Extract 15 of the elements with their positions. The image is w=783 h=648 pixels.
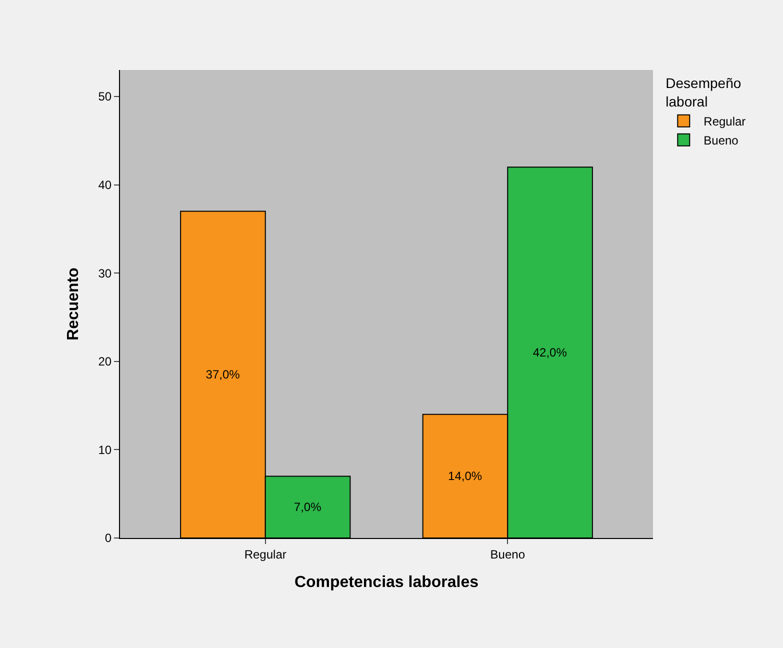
legend-title: Desempeño laboral: [666, 75, 742, 110]
y-tick-label: 10: [98, 442, 112, 457]
y-tick-label: 20: [98, 354, 112, 369]
y-tick-label: 30: [98, 266, 112, 280]
data-label: 7,0%: [294, 500, 322, 514]
y-tick-label: 40: [98, 178, 112, 192]
y-tick-label: 0: [104, 531, 112, 546]
y-axis-title: Recuento: [65, 267, 82, 340]
data-label: 42,0%: [532, 346, 568, 360]
legend-label: Bueno: [704, 134, 739, 148]
x-axis-title: Competencias laborales: [294, 574, 479, 592]
data-label: 14,0%: [448, 469, 482, 484]
data-label: 37,0%: [206, 368, 240, 382]
legend-label: Regular: [704, 114, 746, 129]
y-tick-label: 50: [98, 90, 112, 104]
